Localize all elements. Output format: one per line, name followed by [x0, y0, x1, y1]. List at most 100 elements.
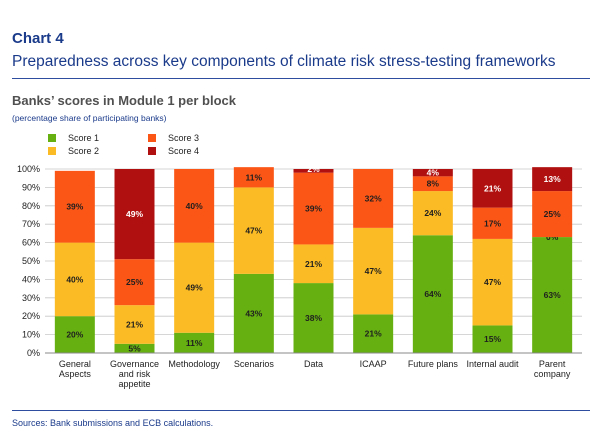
x-tick-label: Data	[304, 359, 323, 369]
x-tick-label-line: Data	[304, 359, 323, 369]
bar-segment	[114, 259, 155, 306]
data-label: 21%	[305, 259, 322, 269]
x-tick-label-line: Methodology	[168, 359, 220, 369]
y-tick-label: 40%	[22, 274, 40, 284]
bar-segment	[532, 237, 573, 353]
legend-swatch-score-4	[148, 146, 156, 155]
chart-title: Preparedness across key components of cl…	[12, 53, 556, 70]
bar-segment	[114, 169, 155, 260]
bar-segment	[472, 238, 513, 326]
source-note: Sources: Bank submissions and ECB calcul…	[12, 418, 214, 428]
bar-segment	[54, 316, 95, 353]
bar-segment	[353, 169, 394, 228]
y-tick-label: 10%	[22, 330, 40, 340]
legend-label-score-2: Score 2	[68, 145, 100, 156]
data-label: 47%	[365, 266, 382, 276]
data-label: 32%	[365, 193, 382, 203]
bar-segment	[233, 273, 274, 353]
bar-segment	[174, 169, 215, 243]
legend-swatch-score-2	[48, 146, 56, 155]
y-tick-label: 50%	[22, 256, 40, 266]
data-label: 21%	[365, 329, 382, 339]
data-label: 21%	[126, 319, 143, 329]
x-tick-label-line: Governance	[110, 359, 159, 369]
bar-segment	[412, 176, 453, 192]
bar-segment	[233, 187, 274, 274]
y-tick-label: 80%	[22, 201, 40, 211]
data-label: 15%	[484, 334, 501, 344]
legend-label-score-3: Score 3	[168, 132, 200, 143]
data-label: 38%	[305, 313, 322, 323]
bar-segment	[293, 169, 334, 173]
x-tick-label: Methodology	[168, 359, 220, 369]
unit-note: (percentage share of participating banks…	[12, 113, 167, 123]
data-label: 24%	[424, 208, 441, 218]
bar-segment	[472, 325, 513, 353]
data-label: 63%	[544, 290, 561, 300]
y-tick-label: 70%	[22, 219, 40, 229]
y-tick-label: 100%	[17, 164, 40, 174]
y-tick-label: 60%	[22, 238, 40, 248]
data-label: 8%	[427, 179, 440, 189]
chart-subtitle: Banks’ scores in Module 1 per block	[12, 93, 236, 108]
x-tick-label-line: and risk	[119, 369, 151, 379]
bar-segment	[412, 235, 453, 353]
data-label: 21%	[484, 183, 501, 193]
x-tick-label-line: appetite	[118, 379, 150, 389]
legend-item-score-4: Score 4	[148, 145, 199, 156]
y-tick-label: 30%	[22, 293, 40, 303]
bar-segment	[174, 332, 215, 353]
x-tick-label: ICAAP	[360, 359, 387, 369]
data-label: 25%	[544, 209, 561, 219]
bar-segment	[233, 167, 274, 188]
data-label: 39%	[305, 204, 322, 214]
x-tick-label-line: Scenarios	[234, 359, 275, 369]
data-label: 64%	[424, 289, 441, 299]
bar-segment	[472, 169, 513, 208]
legend-item-score-3: Score 3	[148, 132, 199, 143]
legend-swatch-score-1	[48, 133, 56, 142]
data-label: 11%	[186, 338, 203, 348]
y-tick-label: 0%	[27, 348, 40, 358]
x-tick-label: General Aspects	[59, 359, 92, 379]
data-label: 47%	[484, 277, 501, 287]
y-tick-label: 90%	[22, 182, 40, 192]
bar-segment	[532, 191, 573, 238]
x-tick-label: Governance and risk appetite	[110, 359, 159, 389]
x-tick-label-line: Aspects	[59, 369, 92, 379]
bar-segment	[54, 170, 95, 243]
data-label: 17%	[484, 218, 501, 228]
data-label: 20%	[66, 330, 83, 340]
data-label: 49%	[186, 283, 203, 293]
data-label: 40%	[66, 274, 83, 284]
x-tick-label-line: General	[59, 359, 91, 369]
x-tick-label-line: Internal audit	[466, 359, 519, 369]
x-tick-label-line: Future plans	[408, 359, 459, 369]
legend-item-score-2: Score 2	[48, 145, 99, 156]
bar-segment	[412, 191, 453, 236]
bar-segment	[293, 172, 334, 245]
data-label: 25%	[126, 277, 143, 287]
data-label: 4%	[427, 168, 440, 178]
data-label: 5%	[128, 343, 141, 353]
x-tick-label: Future plans	[408, 359, 459, 369]
bar-segment	[114, 305, 155, 344]
legend-label-score-4: Score 4	[168, 145, 200, 156]
bottom-divider	[12, 410, 590, 411]
chart-number: Chart 4	[12, 30, 64, 47]
legend-label-score-1: Score 1	[68, 132, 100, 143]
bar-segment	[353, 314, 394, 353]
x-tick-label-line: ICAAP	[360, 359, 387, 369]
legend-item-score-1: Score 1	[48, 132, 99, 143]
data-label: 11%	[246, 172, 263, 182]
bar-segment	[293, 244, 334, 284]
data-label: 43%	[245, 308, 262, 318]
legend-swatch-score-3	[148, 133, 156, 142]
x-tick-label: Parent company	[534, 359, 571, 379]
bar-segment	[412, 169, 453, 177]
y-tick-label: 20%	[22, 311, 40, 321]
x-tick-label: Internal audit	[466, 359, 519, 369]
bar-segment	[472, 207, 513, 239]
data-label: 49%	[126, 209, 143, 219]
